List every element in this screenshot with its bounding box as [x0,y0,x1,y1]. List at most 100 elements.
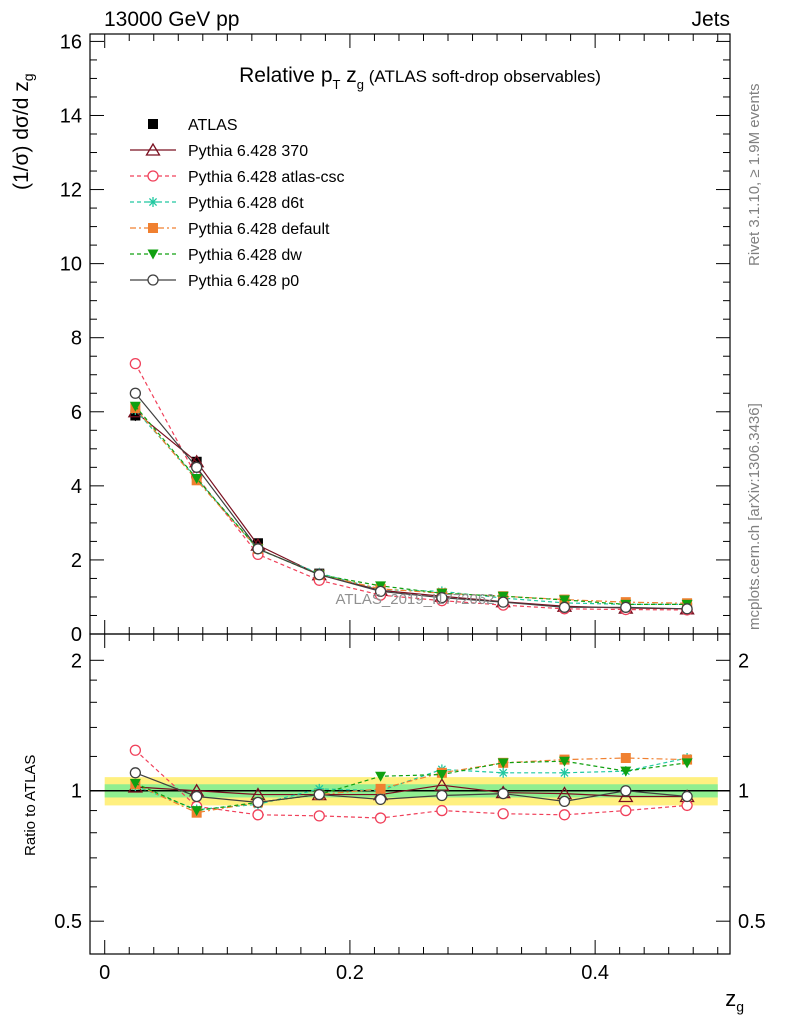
ratio-series-pythia-6-428-p0 [129,767,693,809]
marker-star-stroke [148,197,158,207]
ratio-y-tick-label: 2 [71,650,82,672]
legend-label: Pythia 6.428 default [188,221,330,238]
ratio-data-point [620,804,632,817]
data-point [436,592,448,604]
ratio-data-point [681,758,693,769]
title-part-b-sub: g [357,77,364,92]
legend-marker [148,223,158,233]
legend-entry: ATLAS [148,117,238,134]
ratio-data-point [497,758,509,769]
mcplots-reference-label: mcplots.cern.ch [arXiv:1306.3436] [746,403,763,630]
legend-label: Pythia 6.428 d6t [188,195,304,212]
series-line [134,411,688,610]
ratio-y-tick-label-right: 0.5 [738,911,766,933]
ratio-series-line [135,757,688,811]
ratio-plot-frame [89,633,731,955]
data-point [129,357,142,370]
legend-marker [148,197,158,207]
title-part-c: (ATLAS soft-drop observables) [364,67,601,86]
legend-label: Pythia 6.428 dw [188,247,302,264]
series-line [134,409,688,605]
analysis-watermark: ATLAS_2019_I1772062 [335,591,494,608]
ratio-series-pythia-6-428-dw [129,756,693,817]
data-point [252,543,264,555]
ratio-data-point [313,788,325,801]
ratio-data-point [620,766,632,777]
marker-star-stroke [560,768,569,777]
legend-entry: Pythia 6.428 dw [130,247,302,264]
ratio-data-point [497,787,509,800]
legend-entry: Pythia 6.428 default [130,221,330,238]
ratio-data-point [620,785,632,797]
legend: ATLAS Pythia 6.428 370 Pythia 6.428 atlas-… [130,117,345,290]
main-y-tick-label: 8 [71,328,82,350]
header-beam-label: 13000 GeV pp [104,8,240,31]
x-tick-label: 0 [99,962,110,984]
ratio-data-point [497,808,509,820]
ratio-data-point [252,809,264,821]
main-y-tick-label: 12 [60,180,82,202]
legend-label: Pythia 6.428 370 [188,143,308,160]
title-part-b: z [340,64,356,87]
header-process-label: Jets [691,8,730,31]
ratio-y-tick-label-right: 2 [738,650,749,672]
ratio-data-point [558,756,570,767]
data-point [374,585,387,598]
data-point [129,387,142,399]
main-plot: 0 2 4 6 8 10 12 14 16 [60,31,731,646]
legend-label: ATLAS [188,117,238,134]
x-tick-label: 0.2 [336,962,364,984]
main-y-tick-label: 16 [60,31,82,53]
ratio-data-point [375,771,387,782]
data-point [191,461,203,473]
data-point [558,601,571,613]
series-line [134,392,688,610]
main-y-tick-label: 14 [60,105,82,127]
ratio-y-axis-label: Ratio to ATLAS [22,754,39,856]
ratio-data-point [620,753,631,764]
ratio-data-point [559,767,570,778]
series-line [134,405,688,605]
legend-marker [147,170,159,182]
ratio-series-line [135,784,688,798]
series-pythia-6-428-d6t [130,404,693,610]
main-y-axis-label-sub: g [20,73,37,82]
data-point [497,596,509,608]
data-point [681,603,693,615]
ratio-data-point [436,804,448,817]
ratio-data-point [191,790,203,803]
ratio-y-tick-label-right: 1 [738,781,749,803]
legend-entry: Pythia 6.428 d6t [130,195,304,212]
chart-title: Relative pT zg (ATLAS soft-drop observab… [239,64,601,92]
ratio-y-tick-label: 0.5 [54,911,82,933]
legend-label: Pythia 6.428 atlas-csc [188,169,345,186]
ratio-data-point [374,793,387,806]
legend-marker [147,249,159,260]
ratio-data-point [252,796,264,809]
ratio-series-line [134,749,688,819]
x-axis-label-text: z [725,986,737,1011]
main-y-tick-label: 4 [71,476,82,498]
ratio-series-line [135,772,688,803]
ratio-data-point [436,789,448,802]
ratio-data-point [191,806,203,817]
x-axis-label: zg [725,986,744,1014]
legend-marker [148,119,158,129]
ratio-data-point [498,767,509,778]
legend-marker [147,274,159,286]
ratio-data-point [129,767,142,779]
ratio-y-tick-label: 1 [71,781,82,803]
series-line [134,407,688,604]
data-point [130,410,141,421]
series-pythia-6-428-p0 [129,387,693,615]
legend-label: Pythia 6.428 p0 [188,273,299,290]
legend-marker [145,142,161,156]
ratio-data-point [436,770,448,781]
series-line [134,363,688,611]
main-y-tick-label: 6 [71,402,82,424]
ratio-series-line [135,757,688,814]
legend-entry: Pythia 6.428 370 [130,142,308,160]
main-y-tick-label: 10 [60,254,82,276]
ratio-data-point [618,789,634,803]
